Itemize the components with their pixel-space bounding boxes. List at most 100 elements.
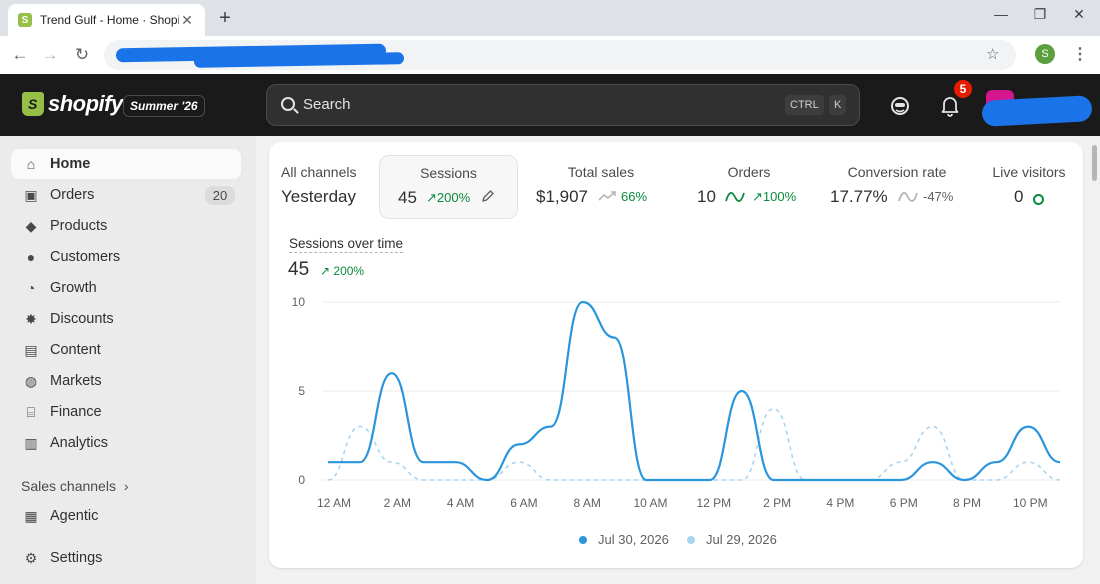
legend-label: Jul 29, 2026 xyxy=(706,532,777,547)
total-sales-value: $1,907 xyxy=(536,187,588,206)
chevron-right-icon: › xyxy=(123,478,129,494)
sidebar-item-label: Content xyxy=(50,342,101,358)
tag-icon: ◆ xyxy=(25,217,37,234)
browser-menu-icon[interactable]: ⋮ xyxy=(1072,46,1088,63)
sidebar-item-label: Orders xyxy=(50,187,95,203)
content-icon: ▤ xyxy=(24,341,38,358)
chart-delta: ↗ 200% xyxy=(320,264,365,278)
tab-close-icon[interactable]: ✕ xyxy=(181,11,193,28)
sidebar-item-products[interactable]: ◆ Products xyxy=(11,211,241,241)
x-tick-label: 12 AM xyxy=(317,496,351,510)
edition-badge[interactable]: Summer '26 xyxy=(123,95,205,117)
sidebar-item-settings[interactable]: ⚙ Settings xyxy=(11,543,241,573)
pencil-edit-icon[interactable] xyxy=(481,189,495,203)
x-tick-label: 8 AM xyxy=(574,496,601,510)
series-line-previous[interactable] xyxy=(327,407,1061,481)
x-tick-label: 4 AM xyxy=(447,496,474,510)
chart-total: 45 xyxy=(288,259,310,280)
channel-filter[interactable]: All channels Yesterday xyxy=(275,155,371,219)
legend-item[interactable]: Jul 29, 2026 xyxy=(687,532,777,547)
back-icon[interactable]: ← xyxy=(11,45,29,64)
conversion-label: Conversion rate xyxy=(847,164,947,180)
sessions-metric[interactable]: Sessions 45 ↗200% xyxy=(379,155,518,219)
conversion-value: 17.77% xyxy=(830,187,888,206)
y-tick-label: 10 xyxy=(292,295,306,309)
sidebar-item-markets[interactable]: ◍ Markets xyxy=(11,366,241,396)
live-visitors-metric[interactable]: Live visitors 0 xyxy=(981,155,1077,219)
reload-icon[interactable]: ↻ xyxy=(74,45,90,64)
total-sales-label: Total sales xyxy=(567,164,635,180)
legend-item[interactable]: Jul 30, 2026 xyxy=(579,532,669,547)
scrollbar[interactable] xyxy=(1092,145,1097,181)
orders-delta: ↗100% xyxy=(752,189,797,204)
bell-icon[interactable] xyxy=(940,95,960,117)
shortcut-k-key: K xyxy=(829,95,847,115)
sessions-label: Sessions xyxy=(420,165,477,181)
browser-tab[interactable]: S Trend Gulf - Home · Shopify ✕ xyxy=(8,4,205,36)
bookmark-star-icon[interactable]: ☆ xyxy=(986,46,1000,63)
sidebar-item-label: Finance xyxy=(50,404,102,420)
sessions-value: 45 xyxy=(398,188,417,207)
sales-channels-heading[interactable]: Sales channels › xyxy=(21,478,129,494)
sidebar-item-finance[interactable]: ⌸ Finance xyxy=(11,397,241,427)
live-visitors-value: 0 xyxy=(1014,187,1024,206)
x-tick-label: 10 PM xyxy=(1013,496,1048,510)
address-bar[interactable] xyxy=(104,40,1016,70)
live-status-icon xyxy=(1033,194,1044,205)
sparkline-icon xyxy=(898,192,918,202)
restore-icon[interactable]: ❐ xyxy=(1033,6,1047,22)
sidebar-item-label: Home xyxy=(50,156,91,172)
shopify-logo[interactable]: shopify xyxy=(48,91,123,116)
x-tick-label: 2 AM xyxy=(384,496,411,510)
x-tick-label: 12 PM xyxy=(696,496,731,510)
shortcut-ctrl-key: CTRL xyxy=(785,95,824,115)
search-icon xyxy=(281,97,295,111)
new-tab-button[interactable]: + xyxy=(219,7,231,29)
orders-metric[interactable]: Orders 10 ↗100% xyxy=(679,155,819,219)
x-tick-label: 2 PM xyxy=(763,496,791,510)
forward-icon[interactable]: → xyxy=(41,45,59,64)
sidebar-item-label: Discounts xyxy=(50,311,114,327)
sidebar-item-label: Growth xyxy=(50,280,97,296)
discount-icon: ✸ xyxy=(25,310,37,327)
orders-icon: ▣ xyxy=(24,186,38,203)
sidebar-item-growth[interactable]: ◔ Growth xyxy=(11,273,241,303)
x-tick-label: 6 AM xyxy=(510,496,537,510)
legend-dot-icon xyxy=(579,535,587,544)
sidebar-item-customers[interactable]: ● Customers xyxy=(11,242,241,272)
sidebar-item-label: Products xyxy=(50,218,108,234)
y-tick-label: 5 xyxy=(298,384,305,398)
sidebar-item-home[interactable]: ⌂ Home xyxy=(11,149,241,179)
window-close-icon[interactable]: ✕ xyxy=(1073,6,1085,22)
sidebar-item-analytics[interactable]: ▥ Analytics xyxy=(11,428,241,458)
search-bar[interactable]: Search CTRL K xyxy=(266,84,860,126)
legend-label: Jul 30, 2026 xyxy=(598,532,669,547)
analytics-icon: ▥ xyxy=(24,434,38,451)
sidebar-item-label: Analytics xyxy=(50,435,109,451)
profile-avatar[interactable]: S xyxy=(1035,44,1055,64)
conversion-metric[interactable]: Conversion rate 17.77% -47% xyxy=(827,155,967,219)
sidebar-item-label: Settings xyxy=(50,550,103,566)
x-tick-label: 8 PM xyxy=(953,496,981,510)
sidebar-item-content[interactable]: ▤ Content xyxy=(11,335,241,365)
admin-top-bar: shopify Summer '26 Search CTRL K 5 xyxy=(0,74,1100,136)
sidebar-item-agentic[interactable]: ▦ Agentic xyxy=(11,501,241,531)
orders-count-badge: 20 xyxy=(205,186,235,205)
minimize-icon[interactable]: — xyxy=(994,6,1008,22)
sidekick-icon[interactable] xyxy=(890,96,910,116)
bank-icon: ⌸ xyxy=(26,403,36,420)
notification-count-badge: 5 xyxy=(952,78,974,100)
x-tick-label: 6 PM xyxy=(890,496,918,510)
growth-icon: ◔ xyxy=(26,280,36,296)
sidebar-item-orders[interactable]: ▣ Orders 20 xyxy=(11,180,241,210)
sparkline-icon xyxy=(725,192,745,202)
sidebar-item-discounts[interactable]: ✸ Discounts xyxy=(11,304,241,334)
series-line-current[interactable] xyxy=(328,300,1061,482)
sidebar: ⌂ Home ▣ Orders 20 ◆ Products ● Customers ◔ Growth… xyxy=(0,136,256,584)
total-sales-metric[interactable]: Total sales $1,907 66% xyxy=(531,155,671,219)
sessions-delta: ↗200% xyxy=(426,190,471,205)
sparkline-icon xyxy=(598,191,616,201)
channel-label: All channels xyxy=(281,164,357,180)
chart-title[interactable]: Sessions over time xyxy=(289,236,404,253)
